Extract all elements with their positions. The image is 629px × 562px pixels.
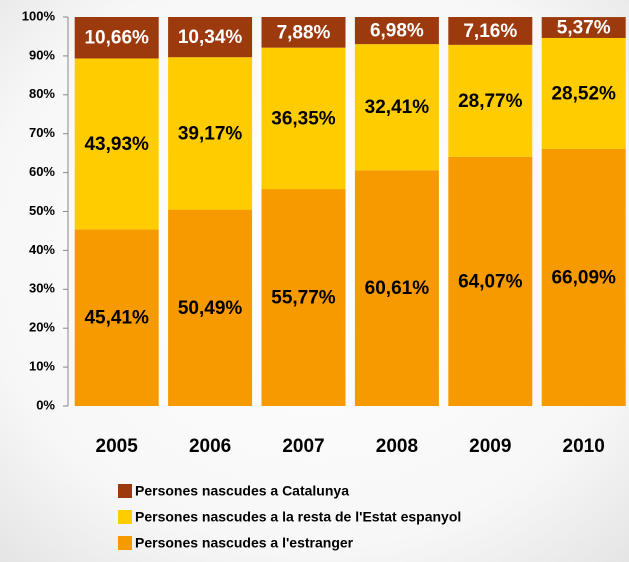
bar-segment [541, 17, 626, 38]
legend-swatch [118, 536, 132, 550]
data-label: 66,09% [551, 267, 616, 288]
x-tick-label: 2008 [376, 436, 418, 457]
data-label: 32,41% [365, 97, 430, 118]
y-tick-label: 100% [22, 8, 56, 23]
bar-segment [74, 17, 159, 59]
data-label: 28,52% [551, 83, 616, 104]
data-label: 45,41% [84, 308, 149, 329]
data-label: 50,49% [178, 298, 243, 319]
x-tick-label: 2007 [282, 436, 324, 457]
data-label: 39,17% [178, 123, 243, 144]
x-tick-label: 2010 [563, 436, 605, 457]
data-label: 7,88% [277, 22, 331, 43]
legend-label: Persones nascudes a Catalunya [135, 483, 349, 499]
data-label: 10,34% [178, 27, 243, 48]
data-label: 36,35% [271, 108, 336, 129]
bar-segment [541, 148, 626, 406]
data-label: 43,93% [84, 134, 149, 155]
data-label: 7,16% [463, 21, 517, 42]
data-label: 6,98% [370, 21, 424, 42]
data-label: 28,77% [458, 91, 523, 112]
data-label: 5,37% [557, 18, 611, 39]
legend-label: Persones nascudes a l'estranger [135, 535, 354, 551]
data-label: 55,77% [271, 288, 336, 309]
bar-segment [261, 47, 346, 190]
x-tick-label: 2005 [96, 436, 139, 457]
y-tick-label: 20% [29, 320, 55, 335]
legend-label: Persones nascudes a la resta de l'Estat … [135, 509, 461, 525]
bar-segment [354, 44, 439, 171]
y-tick-label: 70% [29, 125, 55, 140]
data-label: 60,61% [365, 278, 430, 299]
bar-segment [541, 37, 626, 149]
bar-segment [354, 17, 439, 45]
bar-segment [168, 209, 253, 406]
x-tick-label: 2006 [189, 436, 231, 457]
y-tick-label: 80% [29, 86, 55, 101]
bar-segment [448, 156, 533, 406]
bar-segment [168, 17, 253, 58]
bar-segment [448, 44, 533, 157]
legend-swatch [118, 510, 132, 524]
y-tick-label: 90% [29, 47, 55, 62]
y-tick-label: 10% [29, 359, 55, 374]
y-tick-label: 40% [29, 242, 55, 257]
bar-segment [74, 229, 159, 406]
bar-segment [261, 189, 346, 406]
data-label: 10,66% [84, 28, 149, 49]
bar-segment [448, 17, 533, 45]
bar-segment [74, 58, 159, 230]
data-label: 64,07% [458, 271, 523, 292]
bar-segment [354, 170, 439, 406]
y-tick-label: 0% [36, 397, 55, 412]
bar-segment [168, 57, 253, 210]
y-tick-label: 60% [29, 164, 55, 179]
y-tick-label: 30% [29, 281, 55, 296]
x-tick-label: 2009 [469, 436, 511, 457]
y-tick-label: 50% [29, 203, 55, 218]
bar-segment [261, 17, 346, 48]
legend-swatch [118, 484, 132, 498]
